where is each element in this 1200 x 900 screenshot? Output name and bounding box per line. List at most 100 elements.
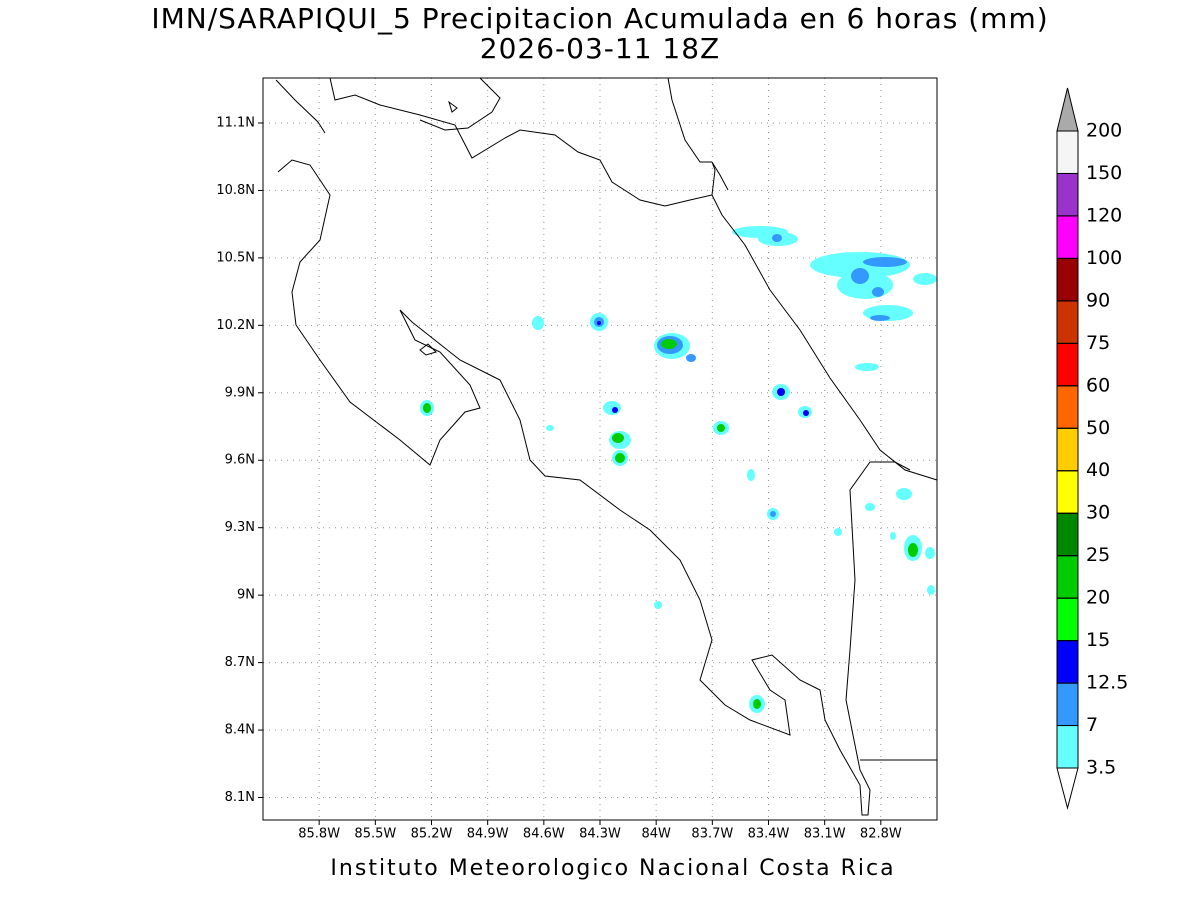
- title: IMN/SARAPIQUI_5 Precipitacion Acumulada …: [151, 2, 1048, 35]
- colorbar-segment: [1056, 470, 1079, 514]
- coast-line: [329, 77, 729, 207]
- lon-tick-label: 84.9W: [467, 827, 509, 842]
- rain-area: [851, 268, 869, 284]
- rain-area: [855, 363, 879, 371]
- coastline: [275, 77, 938, 816]
- lat-tick-label: 10.5N: [216, 250, 255, 265]
- colorbar-label: 15: [1086, 629, 1110, 651]
- colorbar-over: [1056, 87, 1079, 132]
- lat-tick-label: 9N: [237, 588, 255, 603]
- rain-area: [896, 488, 912, 500]
- colorbar-label: 120: [1086, 204, 1122, 226]
- colorbar-label: 3.5: [1086, 757, 1116, 779]
- rain-area: [747, 469, 755, 481]
- lon-tick-label: 84.6W: [523, 827, 565, 842]
- lon-tick-label: 84.3W: [579, 827, 621, 842]
- colorbar-under: [1056, 767, 1079, 810]
- colorbar-segment: [1056, 385, 1079, 429]
- island: [448, 100, 458, 113]
- rain-area: [870, 315, 890, 321]
- colorbar-segment: [1056, 427, 1079, 472]
- island: [419, 343, 437, 356]
- colorbar-label: 25: [1086, 544, 1110, 566]
- rain-area: [927, 585, 935, 595]
- rain-area: [863, 257, 907, 267]
- rain-area: [777, 388, 785, 396]
- lat-tick-label: 9.9N: [225, 385, 255, 400]
- lat-tick-label: 10.8N: [216, 183, 255, 198]
- rain-area: [865, 503, 875, 511]
- rain-area: [612, 433, 624, 443]
- lat-tick-label: 10.2N: [216, 318, 255, 333]
- rain-area: [925, 547, 935, 559]
- colorbar-label: 200: [1086, 120, 1122, 142]
- colorbar-label: 60: [1086, 374, 1110, 396]
- colorbar-segment: [1056, 172, 1079, 217]
- lat-tick-label: 8.7N: [225, 655, 255, 670]
- rain-area: [890, 532, 896, 540]
- rain-area: [770, 511, 776, 517]
- colorbar-segment: [1056, 257, 1079, 302]
- colorbar-segment: [1056, 342, 1079, 387]
- colorbar-segment: [1056, 215, 1079, 259]
- rain-area: [546, 425, 554, 431]
- lon-tick-label: 83.1W: [804, 827, 846, 842]
- rain-area: [654, 601, 662, 609]
- colorbar-label: 7: [1086, 714, 1098, 736]
- colorbar-label: 50: [1086, 417, 1110, 439]
- rain-area: [615, 453, 625, 463]
- axes: 85.8W 85.5W 85.2W 84.9W 84.6W 84.3W 84W 83.7W 83…: [216, 115, 902, 841]
- precipitation: [420, 226, 937, 713]
- rain-area: [908, 543, 918, 557]
- rain-area: [597, 321, 601, 325]
- lat-tick-label: 9.3N: [225, 520, 255, 535]
- subtitle: 2026-03-11 18Z: [480, 32, 720, 65]
- coast-line: [419, 77, 501, 131]
- rain-area: [872, 287, 884, 297]
- lon-tick-label: 83.4W: [748, 827, 790, 842]
- lon-tick-label: 84W: [641, 827, 671, 842]
- colorbar-segment: [1056, 597, 1079, 642]
- lon-tick-label: 85.2W: [411, 827, 453, 842]
- rain-area: [532, 316, 544, 330]
- lat-tick-label: 8.4N: [225, 723, 255, 738]
- coast-line: [711, 194, 938, 481]
- colorbar-label: 20: [1086, 587, 1110, 609]
- colorbar-segment: [1056, 555, 1079, 599]
- colorbar-label: 90: [1086, 289, 1110, 311]
- colorbar-label: 100: [1086, 247, 1122, 269]
- grid: [263, 78, 937, 820]
- coast-line: [275, 79, 326, 134]
- lon-tick-label: 82.8W: [860, 827, 902, 842]
- colorbar-segment: [1056, 682, 1079, 727]
- rain-area: [753, 699, 761, 709]
- colorbar-label: 75: [1086, 332, 1110, 354]
- rain-area: [686, 354, 696, 362]
- coast-line: [277, 159, 911, 816]
- colorbar-segment: [1056, 130, 1079, 174]
- rain-area: [834, 528, 842, 536]
- lon-tick-label: 85.5W: [354, 827, 396, 842]
- colorbar-segment: [1056, 725, 1079, 769]
- rain-area: [612, 407, 618, 413]
- colorbar: 3.5 7 12.5 15 20 25 30 40 50 60 75 90 100 120 150 200: [1056, 87, 1128, 810]
- rain-area: [603, 401, 621, 415]
- lat-tick-label: 8.1N: [225, 790, 255, 805]
- rain-area: [423, 403, 431, 413]
- colorbar-segment: [1056, 640, 1079, 684]
- colorbar-segment: [1056, 512, 1079, 557]
- rain-area: [717, 424, 725, 432]
- rain-area: [772, 234, 782, 242]
- lat-tick-label: 11.1N: [216, 115, 255, 130]
- colorbar-label: 12.5: [1086, 672, 1128, 694]
- lat-tick-label: 9.6N: [225, 453, 255, 468]
- colorbar-label: 150: [1086, 162, 1122, 184]
- colorbar-label: 30: [1086, 502, 1110, 524]
- rain-area: [913, 273, 937, 285]
- coast-line: [667, 77, 712, 163]
- lon-tick-label: 85.8W: [298, 827, 340, 842]
- rain-area: [661, 339, 677, 349]
- lon-tick-label: 83.7W: [691, 827, 733, 842]
- rain-area: [803, 410, 809, 416]
